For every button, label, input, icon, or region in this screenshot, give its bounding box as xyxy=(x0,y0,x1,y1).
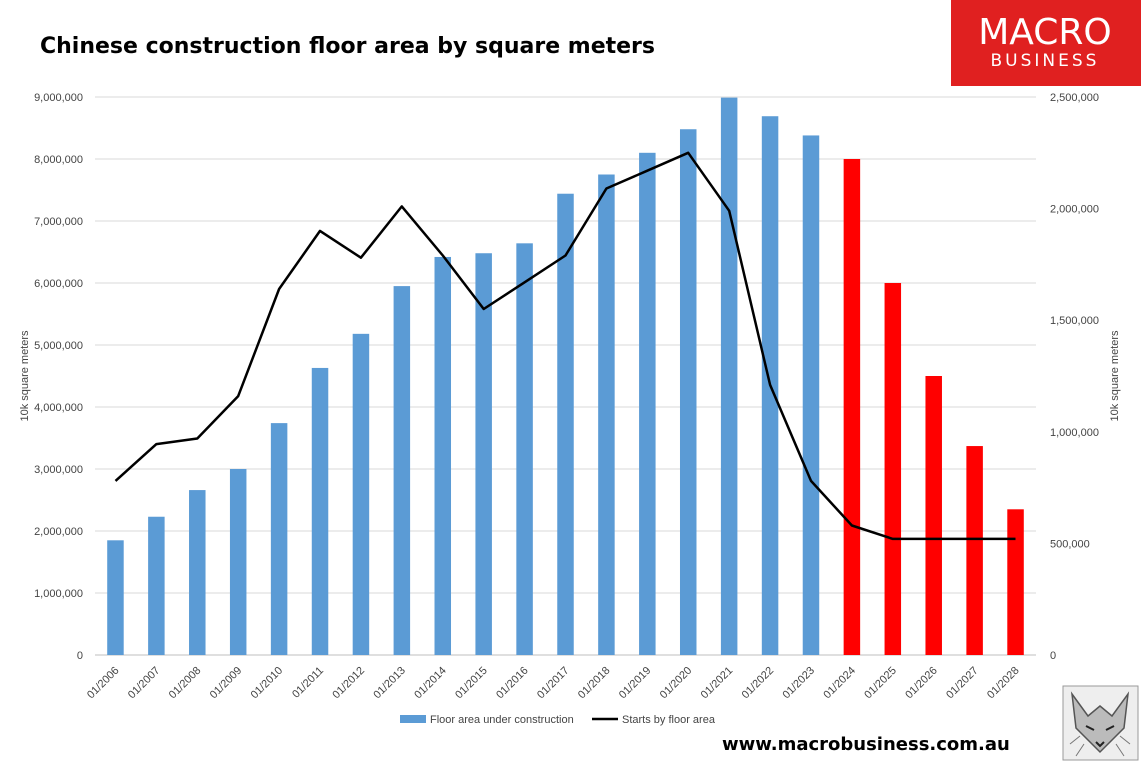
right-tick-label: 0 xyxy=(1050,650,1056,662)
bar xyxy=(107,540,124,655)
x-tick-label: 01/2008 xyxy=(167,665,204,702)
right-tick-label: 500,000 xyxy=(1050,538,1090,550)
x-tick-label: 01/2011 xyxy=(290,665,326,701)
left-tick-label: 9,000,000 xyxy=(34,92,83,104)
left-tick-label: 0 xyxy=(77,650,83,662)
x-tick-label: 01/2020 xyxy=(658,665,695,702)
bar xyxy=(270,423,288,655)
macrobusiness-logo: MACRO BUSINESS xyxy=(951,0,1141,86)
bar xyxy=(229,469,247,655)
bar xyxy=(639,152,656,656)
x-tick-label: 01/2013 xyxy=(371,665,408,702)
right-tick-label: 2,000,000 xyxy=(1050,204,1099,216)
left-tick-label: 8,000,000 xyxy=(34,154,83,166)
x-tick-label: 01/2022 xyxy=(740,665,777,702)
legend-swatch-bars xyxy=(400,715,426,723)
starts-line xyxy=(114,151,1016,541)
bar xyxy=(802,135,820,655)
x-tick-label: 01/2014 xyxy=(412,665,449,702)
left-tick-label: 1,000,000 xyxy=(34,588,83,600)
bar xyxy=(966,446,983,655)
bar xyxy=(393,286,411,655)
x-tick-label: 01/2024 xyxy=(821,665,858,702)
x-tick-label: 01/2021 xyxy=(699,665,736,702)
x-tick-label: 01/2016 xyxy=(494,665,531,702)
right-tick-label: 1,000,000 xyxy=(1050,427,1099,439)
bar xyxy=(843,159,861,655)
bar xyxy=(679,129,697,656)
legend: Floor area under construction Starts by … xyxy=(400,714,716,726)
x-tick-label: 01/2028 xyxy=(985,665,1022,702)
x-tick-label: 01/2026 xyxy=(903,665,940,702)
legend-label-line: Starts by floor area xyxy=(622,714,716,726)
x-tick-label: 01/2015 xyxy=(453,665,490,702)
x-tick-label: 01/2025 xyxy=(862,665,899,702)
wolf-icon xyxy=(1062,685,1139,761)
line-series xyxy=(114,151,1016,541)
logo-line-1: MACRO xyxy=(978,12,1112,53)
left-tick-label: 2,000,000 xyxy=(34,526,83,538)
left-tick-label: 3,000,000 xyxy=(34,464,83,476)
website-url: www.macrobusiness.com.au xyxy=(722,734,1010,755)
right-axis: 0 500,000 1,000,000 1,500,000 2,000,000 2,500… xyxy=(1050,92,1099,662)
bar xyxy=(189,490,206,655)
right-tick-label: 2,500,000 xyxy=(1050,92,1099,104)
bar xyxy=(475,253,492,656)
x-tick-label: 01/2017 xyxy=(535,665,572,702)
x-tick-label: 01/2018 xyxy=(576,665,613,702)
x-tick-label: 01/2010 xyxy=(249,665,286,702)
x-tick-label: 01/2012 xyxy=(330,665,367,702)
bar xyxy=(557,193,574,655)
left-tick-label: 4,000,000 xyxy=(34,402,83,414)
bar xyxy=(1007,509,1024,655)
right-tick-label: 1,500,000 xyxy=(1050,315,1099,327)
x-tick-label: 01/2007 xyxy=(126,665,163,702)
bar xyxy=(720,97,738,656)
bar xyxy=(884,283,902,655)
left-tick-label: 6,000,000 xyxy=(34,278,83,290)
x-tick-label: 01/2019 xyxy=(617,665,654,702)
legend-label-bars: Floor area under construction xyxy=(430,714,574,726)
chart-title: Chinese construction floor area by squar… xyxy=(40,34,655,59)
left-axis: 0 1,000,000 2,000,000 3,000,000 4,000,000 5,0… xyxy=(34,92,83,662)
bar xyxy=(598,174,615,655)
logo-line-2: BUSINESS xyxy=(991,51,1100,71)
right-axis-label: 10k square meters xyxy=(1109,330,1121,422)
x-tick-label: 01/2027 xyxy=(944,665,981,702)
bar xyxy=(516,243,533,655)
x-tick-label: 01/2023 xyxy=(780,665,817,702)
x-tick-label: 01/2006 xyxy=(85,665,122,702)
left-tick-label: 5,000,000 xyxy=(34,340,83,352)
left-axis-label: 10k square meters xyxy=(19,330,31,422)
bar xyxy=(148,516,165,655)
bar xyxy=(925,376,942,655)
bar xyxy=(311,367,329,655)
x-axis: 01/2006 01/2007 01/2008 01/2009 01/2010 01/20… xyxy=(85,665,1022,702)
bar xyxy=(434,256,452,655)
left-tick-label: 7,000,000 xyxy=(34,216,83,228)
bar xyxy=(352,333,370,655)
x-tick-label: 01/2009 xyxy=(208,665,245,702)
